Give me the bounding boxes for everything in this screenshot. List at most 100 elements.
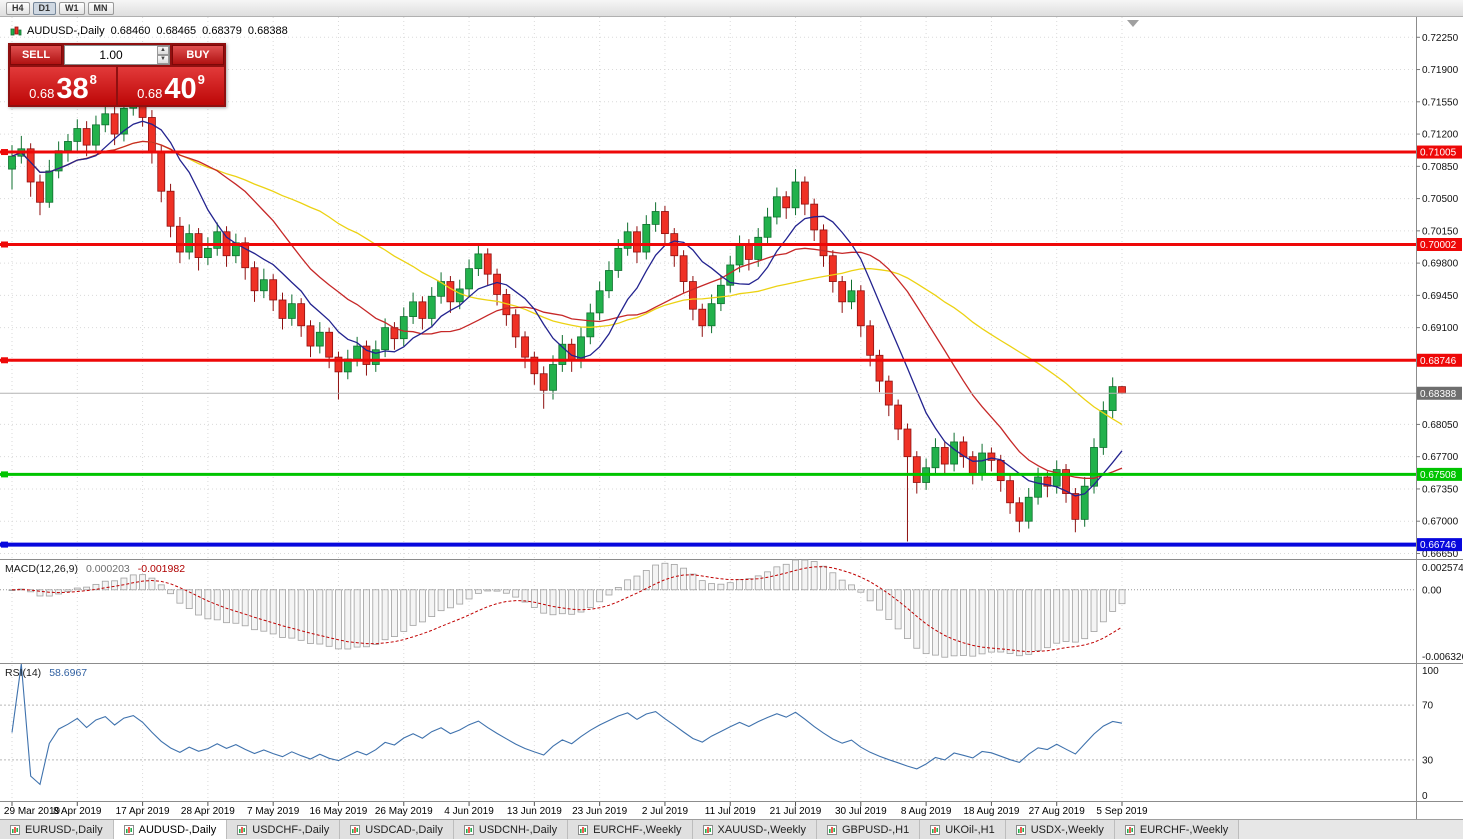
macd-histogram-bar [820,565,827,591]
chart-tab-label: USDCAD-,Daily [365,823,443,836]
sell-price-display[interactable]: 0.68 38 8 [10,67,116,105]
candle-body [595,290,604,314]
chart-tab-audusd-daily[interactable]: AUDUSD-,Daily [113,820,228,839]
macd-histogram-bar [363,589,370,648]
price-axis[interactable]: 0.72250 0.71900 0.71550 0.71200 0.70850 0.705… [1416,33,1459,560]
macd-histogram-bar [447,589,454,609]
chart-tab-usdcad-daily[interactable]: USDCAD-,Daily [340,820,454,839]
chart-tab-eurusd-daily[interactable]: EURUSD-,Daily [0,820,114,839]
candle-body [241,242,250,269]
buy-button[interactable]: BUY [172,45,224,65]
period-button-w1[interactable]: W1 [59,1,85,15]
candle-body [1118,386,1126,394]
candle-body [427,295,436,319]
candle-body [259,279,268,292]
macd-signal-line [11,566,1123,653]
price-label-0.70002: 0.70002 [1417,237,1462,251]
chart-tab-usdchf-daily[interactable]: USDCHF-,Daily [227,820,341,839]
macd-histogram-bar [530,589,538,608]
macd-histogram-bar [558,589,566,615]
chart-tab-eurchf-weekly[interactable]: EURCHF-,Weekly [1114,820,1240,839]
volume-value[interactable]: 1.00 [99,48,123,62]
chart-tab-icon [1015,824,1026,835]
price-label-0.66746: 0.66746 [1417,538,1462,552]
price-label-0.67508: 0.67508 [1417,467,1462,481]
buy-price-pip: 9 [197,72,205,87]
chart-canvas[interactable]: 0.72250 0.71900 0.71550 0.71200 0.70850 0.705… [0,17,1463,820]
svg-text:0.67700: 0.67700 [1422,452,1459,463]
date-label: 16 May 2019 [310,806,368,817]
macd-histogram-bar [437,589,445,612]
candle-body [894,404,903,430]
chart-tab-xauusd-weekly[interactable]: XAUUSD-,Weekly [692,820,817,839]
macd-histogram-bar [540,589,548,614]
candle-body [465,268,473,290]
ohlc-low: 0.68379 [202,25,242,37]
candle-body [120,107,128,135]
candle-body [64,141,72,152]
candle-body [474,253,483,270]
date-label: 27 Aug 2019 [1029,806,1086,817]
macd-histogram-bar [1015,589,1023,657]
period-button-h4[interactable]: H4 [6,1,30,15]
candle-body [698,308,707,327]
volume-field[interactable]: 1.00 ▲ ▼ [64,45,170,65]
period-button-d1[interactable]: D1 [32,1,57,15]
candle-body [763,216,772,238]
candle-body [940,447,949,465]
chart-shift-marker[interactable] [1127,20,1139,27]
chart-title: AUDUSD-,Daily 0.68460 0.68465 0.68379 0.… [10,25,288,37]
macd-histogram-bar [736,579,743,591]
macd-histogram-bar [782,563,790,591]
volume-spinner[interactable]: ▲ ▼ [157,46,169,64]
macd-histogram-bar [493,589,501,592]
macd-histogram-bar [148,577,156,591]
macd-pane: MACD(12,26,9) 0.000203 -0.001982 0.002574 0.… [0,559,1463,663]
macd-histogram-bar [596,589,604,603]
candle-body [931,447,940,469]
candle-body [633,231,641,253]
macd-histogram-bar [866,589,874,602]
chart-tab-icon [1124,824,1135,835]
svg-text:0.70002: 0.70002 [1420,240,1457,251]
buy-price-display[interactable]: 0.68 40 9 [118,67,224,105]
macd-histogram-bar [176,589,184,604]
macd-histogram-bar [633,575,641,591]
date-label: 28 Apr 2019 [181,806,235,817]
macd-histogram-bar [241,589,249,627]
candle-body [1099,410,1108,448]
chart-tab-eurchf-weekly[interactable]: EURCHF-,Weekly [568,820,693,839]
candle-body [269,279,278,301]
spin-down-icon[interactable]: ▼ [157,55,169,64]
candle-body [866,325,875,356]
chart-tab-usdcnh-daily[interactable]: USDCNH-,Daily [453,820,569,839]
chart-tab-icon [702,824,713,835]
macd-histogram-bar [456,589,464,605]
chart-tab-label: AUDUSD-,Daily [138,823,217,836]
chart-tab-ukoil-h1[interactable]: UKOil-,H1 [920,820,1006,839]
macd-histogram-bar [73,587,81,591]
sell-button[interactable]: SELL [10,45,62,65]
candle-body [511,314,520,338]
macd-histogram-bar [83,586,91,591]
candle-body [36,181,44,203]
horizontal-lines-layer[interactable] [0,149,1416,548]
macd-histogram-bar [577,589,585,613]
spin-up-icon[interactable]: ▲ [157,46,169,55]
chart-tab-icon [930,824,941,835]
macd-histogram-bar [251,589,258,631]
candle-body [717,284,725,305]
macd-histogram-bar [652,564,660,591]
macd-histogram-bar [708,583,715,591]
candle-body [689,281,697,310]
candle-body [278,299,287,319]
macd-histogram-bar [792,559,799,591]
candle-body [92,124,100,146]
period-button-mn[interactable]: MN [87,1,114,15]
macd-histogram-bar [605,589,613,596]
candle-body [530,356,539,375]
chart-tab-usdx-weekly[interactable]: USDX-,Weekly [1005,820,1115,839]
chart-tab-gbpusd-h1[interactable]: GBPUSD-,H1 [816,820,921,839]
